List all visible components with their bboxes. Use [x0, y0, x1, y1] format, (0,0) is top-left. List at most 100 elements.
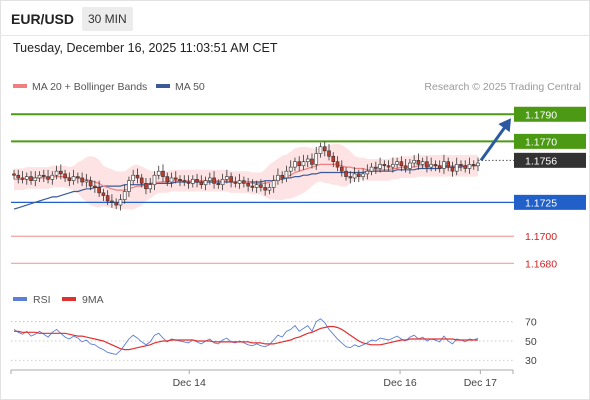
candle-body [84, 180, 89, 183]
candle-body [365, 170, 370, 175]
candle-body [156, 170, 161, 176]
ma20-legend-label: MA 20 + Bollinger Bands [32, 81, 147, 93]
candle-body [97, 187, 101, 194]
candle-body [271, 180, 276, 188]
candle-body [161, 170, 165, 177]
ma9-legend-label: 9MA [82, 294, 104, 306]
candle-body [169, 177, 174, 183]
forecast-arrow [479, 118, 511, 162]
level-labels: 1.1790 1.1770 1.1756 1.1725 1.1700 1.1680 [514, 106, 586, 270]
candle-body [212, 177, 216, 184]
candle-body [408, 162, 412, 169]
candle-body [357, 173, 361, 177]
candle-body [348, 176, 353, 179]
candle-body [135, 174, 140, 179]
rsi-lines [13, 318, 479, 355]
x-axis: Dec 14 Dec 16 Dec 17 [10, 370, 514, 389]
candle-body [459, 164, 463, 167]
header-bar: EUR/USD 30 MIN [0, 0, 590, 36]
rsi-legend-label: RSI [33, 294, 51, 306]
candle-body [41, 174, 46, 177]
candle-body [246, 183, 250, 187]
candle-body [454, 164, 459, 172]
rsi-tick-label: 30 [525, 355, 537, 367]
candle-body [24, 176, 29, 180]
datetime-label: Tuesday, December 16, 2025 11:03:51 AM C… [13, 41, 278, 55]
candle-body [293, 161, 297, 168]
candle-body [361, 173, 365, 177]
rsi-tick-label: 70 [525, 317, 537, 329]
candle-body [59, 170, 63, 175]
candle-body [263, 187, 267, 191]
candle-body [310, 158, 314, 165]
candle-body [71, 176, 76, 181]
candle-body [327, 150, 331, 157]
current-price-badge [514, 152, 586, 168]
candle-body [12, 173, 16, 176]
candle-body [331, 155, 336, 162]
candle-body [314, 153, 319, 165]
candle-body [442, 161, 446, 169]
candle-body [173, 177, 178, 180]
candle-body [131, 174, 135, 181]
candle-body [463, 165, 468, 169]
candle-body [29, 176, 33, 181]
candle-body [80, 177, 84, 183]
candle-body [344, 170, 348, 177]
candle-body [450, 166, 455, 172]
candle-body [322, 146, 327, 152]
rsi-grid: 70 50 30 [11, 317, 537, 367]
candle-body [182, 180, 187, 183]
candle-body [254, 184, 259, 188]
candle-body [399, 161, 404, 167]
bollinger-band [14, 143, 478, 210]
ma50-legend-swatch [156, 84, 170, 88]
target-level-label: 1.1770 [525, 136, 557, 148]
candle-body [37, 174, 42, 179]
candle-body [122, 191, 127, 200]
support-level-label: 1.1700 [525, 231, 557, 243]
candle-body [429, 164, 433, 168]
candle-body [114, 202, 118, 206]
x-tick-label: Dec 16 [383, 377, 416, 389]
candle-body [186, 181, 191, 184]
legend: MA 20 + Bollinger Bands MA 50 Research ©… [13, 81, 581, 93]
candle-body [250, 185, 255, 188]
candle-body [152, 174, 157, 186]
candles [12, 141, 480, 211]
x-tick-label: Dec 14 [173, 377, 206, 389]
candle-body [276, 174, 280, 181]
candle-body [67, 177, 72, 181]
candle-body [76, 176, 80, 179]
support-level-label: 1.1680 [525, 258, 557, 270]
candle-body [225, 176, 229, 180]
candle-body [476, 162, 480, 167]
x-tick-label: Dec 17 [464, 377, 497, 389]
current-price-label: 1.1756 [525, 155, 557, 167]
candle-body [54, 170, 59, 176]
target-level-label: 1.1790 [525, 109, 557, 121]
candle-body [352, 173, 357, 179]
symbol-label: EUR/USD [11, 11, 75, 27]
credit-label: Research © 2025 Trading Central [424, 81, 581, 93]
candle-body [118, 199, 123, 206]
candle-body [339, 166, 344, 172]
candle-body [178, 179, 182, 181]
candle-body [220, 179, 225, 186]
candle-body [93, 185, 97, 188]
candle-body [391, 164, 395, 168]
candle-body [88, 180, 93, 187]
candle-body [190, 179, 195, 184]
candle-body [139, 177, 144, 184]
candle-body [148, 184, 153, 190]
candle-body [403, 165, 408, 169]
timeframe-button[interactable]: 30 MIN [82, 7, 133, 31]
pivot-level-label: 1.1725 [525, 197, 557, 209]
candle-body [144, 183, 148, 190]
candle-body [284, 170, 289, 179]
candle-body [425, 161, 429, 168]
header-divider [0, 35, 590, 36]
candle-body [203, 180, 208, 186]
candle-body [382, 164, 387, 167]
candle-body [242, 180, 246, 184]
